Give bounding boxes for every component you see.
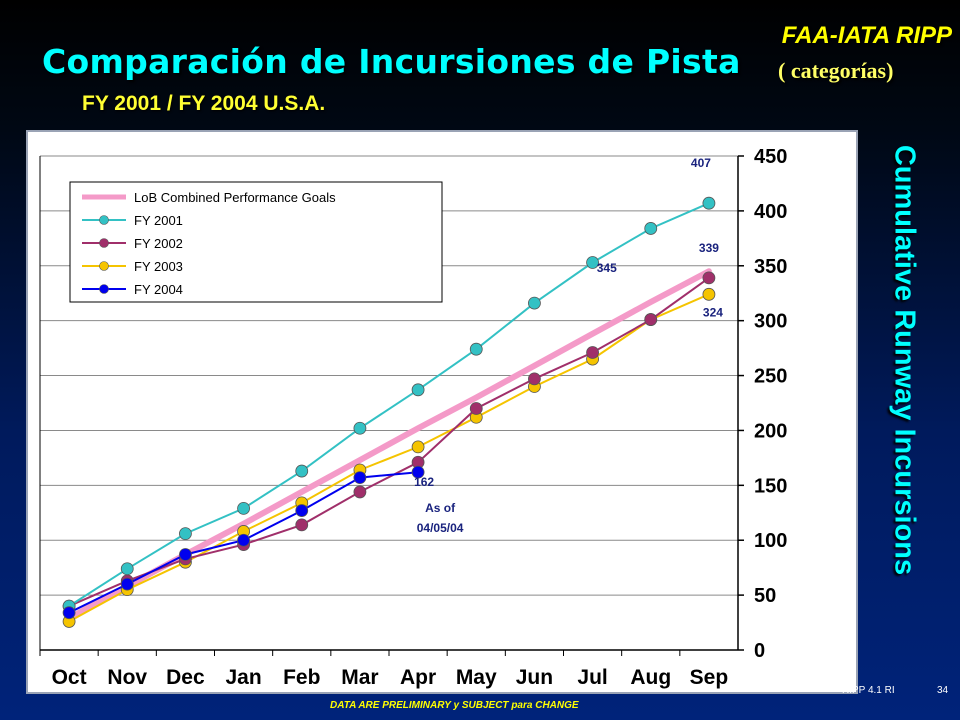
data-point-fy2001 xyxy=(528,296,541,310)
y-tick-label: 200 xyxy=(754,420,787,442)
data-point-fy2003 xyxy=(411,440,425,454)
data-point-fy2004 xyxy=(411,465,425,479)
data-point-fy2002 xyxy=(528,372,541,386)
data-point-fy2001 xyxy=(586,256,599,269)
data-point-fy2001 xyxy=(237,501,250,515)
annotation-label: 324 xyxy=(703,305,723,319)
annotation-label: 339 xyxy=(699,241,719,255)
data-point-fy2004 xyxy=(353,471,367,485)
x-tick-label: Jul xyxy=(577,666,607,689)
x-tick-label: Dec xyxy=(166,666,205,689)
data-point-fy2002 xyxy=(702,271,716,285)
data-point-fy2004 xyxy=(120,577,134,591)
data-point-fy2004 xyxy=(62,606,76,620)
data-point-fy2001 xyxy=(179,527,192,541)
x-tick-label: Mar xyxy=(341,666,378,689)
footer-note: DATA ARE PRELIMINARY y SUBJECT para CHAN… xyxy=(330,700,579,711)
data-point-fy2001 xyxy=(644,222,658,235)
x-tick-label: Jun xyxy=(516,666,553,689)
y-tick-label: 50 xyxy=(754,585,776,607)
x-tick-label: Oct xyxy=(52,666,87,689)
legend-label: FY 2003 xyxy=(134,259,183,274)
line-chart: 0 50 100 150 200 250 300 350 400 450 Oct Nov Dec Jan F… xyxy=(39,146,787,689)
brand-label: FAA-IATA RIPP xyxy=(781,22,952,49)
x-tick-label: Nov xyxy=(107,666,147,689)
footer-code: RIPP 4.1 RI xyxy=(842,685,895,696)
data-point-fy2002 xyxy=(295,518,309,532)
y-tick-label: 350 xyxy=(754,256,787,278)
data-point-fy2002 xyxy=(644,313,658,326)
y-tick-label: 100 xyxy=(754,530,787,552)
data-point-fy2002 xyxy=(353,485,367,499)
data-point-fy2004 xyxy=(237,533,250,547)
data-point-fy2001 xyxy=(295,464,309,478)
page-title: Comparación de Incursiones de Pista xyxy=(42,42,741,81)
legend-label: LoB Combined Performance Goals xyxy=(134,190,336,205)
data-point-fy2001 xyxy=(411,383,425,397)
y-tick-label: 400 xyxy=(754,201,787,223)
chart-panel: 0 50 100 150 200 250 300 350 400 450 Oct Nov Dec Jan F… xyxy=(26,130,858,694)
legend-label: FY 2001 xyxy=(134,213,183,228)
data-point-fy2001 xyxy=(469,342,483,356)
legend-marker-fy2001 xyxy=(99,215,109,225)
x-tick-label: Aug xyxy=(630,666,671,689)
side-axis-title: Cumulative Runway Incursions xyxy=(888,144,921,576)
x-tick-label: Jan xyxy=(225,666,261,689)
title-tag: ( categorías) xyxy=(778,58,894,83)
legend: LoB Combined Performance Goals FY 2001 FY … xyxy=(69,181,443,303)
annotation-label: 04/05/04 xyxy=(417,521,464,535)
data-point-fy2001 xyxy=(353,421,367,435)
data-point-fy2001 xyxy=(702,196,716,210)
annotation-label: 407 xyxy=(691,156,711,170)
legend-box xyxy=(69,181,443,303)
series-line-fy2003 xyxy=(68,293,710,623)
data-point-fy2002 xyxy=(469,402,483,415)
y-tick-label: 250 xyxy=(754,366,787,388)
legend-label: FY 2004 xyxy=(134,282,183,297)
annotation-label: 162 xyxy=(414,475,434,489)
legend-marker-fy2003 xyxy=(99,261,109,271)
data-point-fy2004 xyxy=(295,504,309,517)
legend-marker-fy2002 xyxy=(99,238,109,248)
y-tick-label: 300 xyxy=(754,311,787,333)
data-point-fy2004 xyxy=(179,548,192,561)
legend-label: FY 2002 xyxy=(134,236,183,251)
page-subtitle: FY 2001 / FY 2004 U.S.A. xyxy=(82,92,326,115)
series-line-fy2001 xyxy=(68,202,710,607)
legend-marker-fy2004 xyxy=(99,284,109,294)
y-tick-label: 150 xyxy=(754,475,787,497)
annotation-label: 345 xyxy=(597,261,617,275)
x-tick-label: May xyxy=(456,666,497,689)
y-tick-label: 450 xyxy=(754,146,787,168)
x-tick-label: Sep xyxy=(690,666,729,689)
page-number: 34 xyxy=(937,685,949,696)
y-tick-label: 0 xyxy=(754,640,765,662)
data-point-fy2003 xyxy=(702,287,716,301)
data-point-fy2001 xyxy=(120,562,134,576)
series-line-fy2002 xyxy=(68,277,710,608)
x-tick-label: Feb xyxy=(283,666,320,689)
data-point-fy2002 xyxy=(586,346,599,359)
x-tick-label: Apr xyxy=(400,666,436,689)
annotation-label: As of xyxy=(425,501,456,515)
